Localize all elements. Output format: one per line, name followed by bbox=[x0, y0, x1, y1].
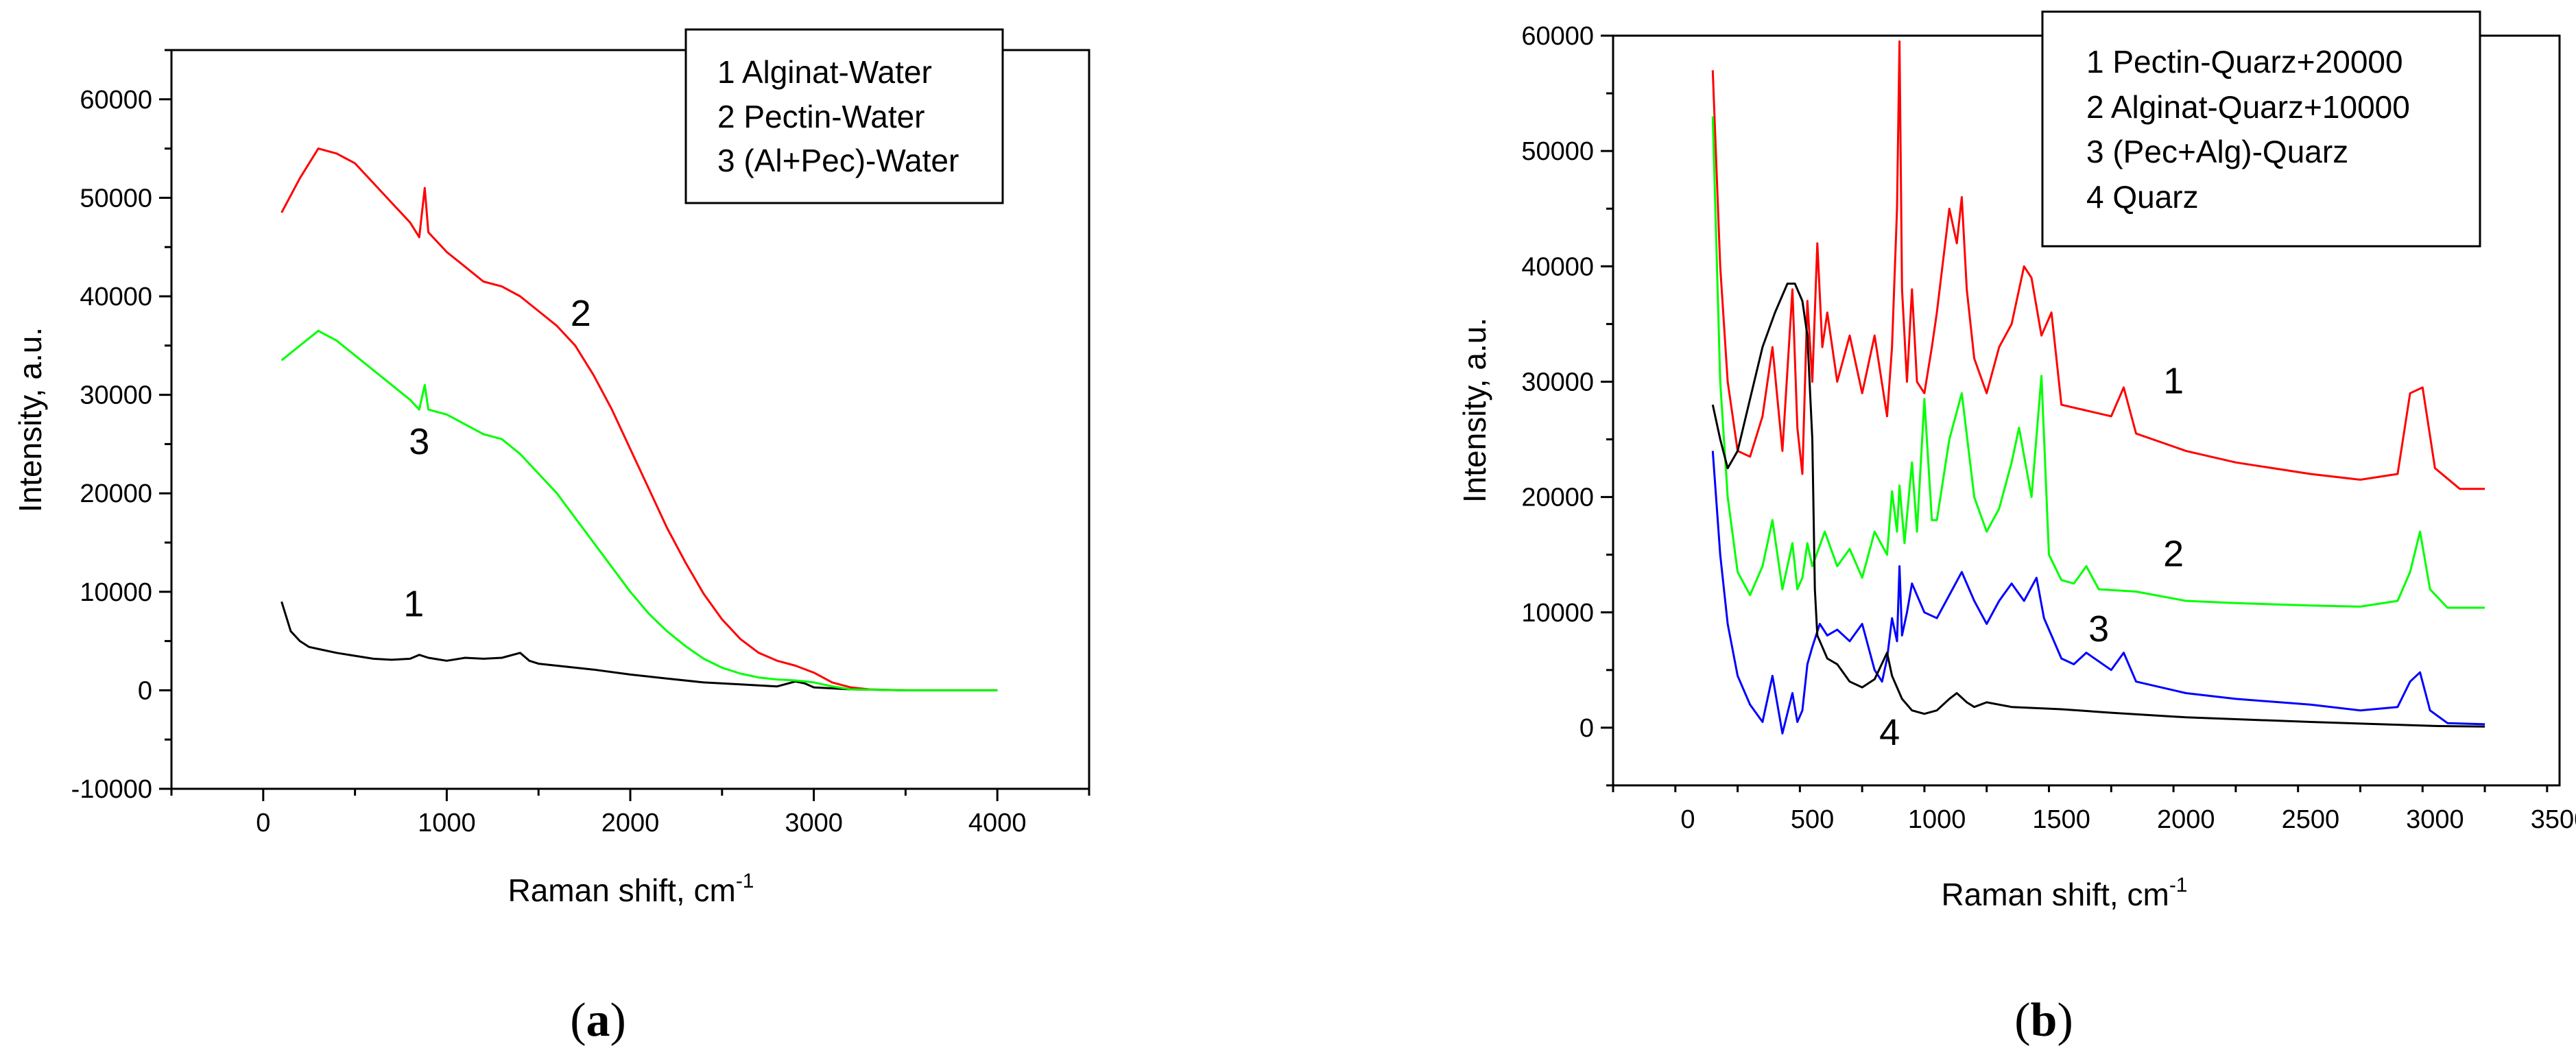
x-tick-label: 2000 bbox=[601, 809, 660, 838]
legend-entry: 4 Quarz bbox=[2086, 179, 2199, 215]
panel-a-x-axis-label-text: Raman shift, cm bbox=[508, 872, 736, 908]
panel-a-legend: 1 Alginat-Water 2 Pectin-Water 3 (Al+Pec… bbox=[684, 28, 1004, 204]
curve-label-2: 2 bbox=[571, 293, 591, 334]
y-tick-label: 0 bbox=[138, 676, 152, 705]
series-line-3 bbox=[1711, 451, 2485, 735]
y-tick-label: 40000 bbox=[80, 283, 152, 311]
panel-a-ticks: 0 1000 2000 3000 4000 -10000 0 10000 20000 30000 4… bbox=[71, 49, 1090, 838]
y-tick-label: 20000 bbox=[80, 479, 152, 508]
y-tick-label: 60000 bbox=[1521, 22, 1594, 51]
curve-label-4: 4 bbox=[1879, 712, 1900, 753]
y-tick-label: 60000 bbox=[80, 86, 152, 115]
y-tick-label: 50000 bbox=[80, 184, 152, 213]
curve-label-1: 1 bbox=[403, 584, 424, 625]
panel-b-legend: 1 Pectin-Quarz+20000 2 Alginat-Quarz+100… bbox=[2041, 10, 2481, 248]
series-line-1 bbox=[281, 601, 998, 691]
legend-entry: 2 Alginat-Quarz+10000 bbox=[2086, 89, 2410, 125]
panel-b-series bbox=[1711, 40, 2485, 735]
x-tick-label: 1500 bbox=[2032, 805, 2090, 834]
x-tick-label: 1000 bbox=[1908, 805, 1966, 834]
curve-label-3: 3 bbox=[2088, 608, 2109, 650]
panel-b-x-axis-label-sup: -1 bbox=[2169, 874, 2188, 896]
y-tick-label: 10000 bbox=[1521, 599, 1594, 628]
panel-a-x-axis-label: Raman shift, cm-1 bbox=[508, 870, 754, 908]
panel-b-curve-labels: 1 2 3 4 bbox=[1879, 360, 2184, 753]
y-tick-label: 30000 bbox=[80, 381, 152, 410]
panel-a-legend-box bbox=[684, 28, 1004, 204]
panel-a-y-axis-label: Intensity, a.u. bbox=[12, 327, 48, 512]
legend-entry: 1 Alginat-Water bbox=[717, 54, 932, 90]
panel-a-chart: 0 1000 2000 3000 4000 -10000 0 10000 20000 30000 4… bbox=[12, 28, 1090, 1047]
series-line-3 bbox=[281, 329, 998, 691]
legend-entry: 3 (Pec+Alg)-Quarz bbox=[2086, 134, 2348, 169]
series-line-4 bbox=[1711, 283, 2485, 728]
series-line-2 bbox=[1711, 116, 2485, 609]
x-tick-label: 4000 bbox=[968, 809, 1027, 838]
y-tick-label: 0 bbox=[1579, 714, 1594, 743]
series-line-1 bbox=[1711, 40, 2485, 490]
panel-a-caption-letter: a bbox=[586, 994, 610, 1047]
x-tick-label: 3000 bbox=[2406, 805, 2464, 834]
y-tick-label: 50000 bbox=[1521, 137, 1594, 166]
y-tick-label: 30000 bbox=[1521, 368, 1594, 396]
panel-b-x-axis-label-text: Raman shift, cm bbox=[1942, 877, 2169, 912]
x-tick-label: 500 bbox=[1791, 805, 1834, 834]
y-tick-label: -10000 bbox=[71, 775, 152, 804]
panel-b-x-axis-label: Raman shift, cm-1 bbox=[1942, 874, 2188, 912]
panel-b-caption: (b) bbox=[2014, 994, 2073, 1047]
x-tick-label: 2000 bbox=[2157, 805, 2215, 834]
panel-a-x-axis-label-sup: -1 bbox=[736, 870, 754, 892]
x-tick-label: 3000 bbox=[785, 809, 843, 838]
panel-a-series bbox=[281, 147, 998, 691]
x-tick-label: 0 bbox=[256, 809, 270, 838]
x-tick-label: 0 bbox=[1680, 805, 1695, 834]
panel-b-legend-box bbox=[2041, 10, 2481, 248]
panel-a-caption: (a) bbox=[570, 994, 626, 1047]
x-tick-label: 1000 bbox=[418, 809, 476, 838]
curve-label-1: 1 bbox=[2163, 360, 2184, 401]
curve-label-3: 3 bbox=[409, 421, 429, 462]
y-tick-label: 40000 bbox=[1521, 252, 1594, 281]
curve-label-2: 2 bbox=[2163, 534, 2184, 575]
legend-entry: 3 (Al+Pec)-Water bbox=[717, 143, 959, 178]
series-line-2 bbox=[281, 147, 998, 691]
x-tick-label: 2500 bbox=[2282, 805, 2340, 834]
panel-b-caption-letter: b bbox=[2031, 994, 2058, 1047]
y-tick-label: 10000 bbox=[80, 578, 152, 607]
y-tick-label: 20000 bbox=[1521, 484, 1594, 512]
legend-entry: 2 Pectin-Water bbox=[717, 99, 925, 134]
panel-a-curve-labels: 1 2 3 bbox=[403, 293, 591, 625]
legend-entry: 1 Pectin-Quarz+20000 bbox=[2086, 44, 2403, 80]
panel-b-y-axis-label: Intensity, a.u. bbox=[1457, 318, 1492, 503]
